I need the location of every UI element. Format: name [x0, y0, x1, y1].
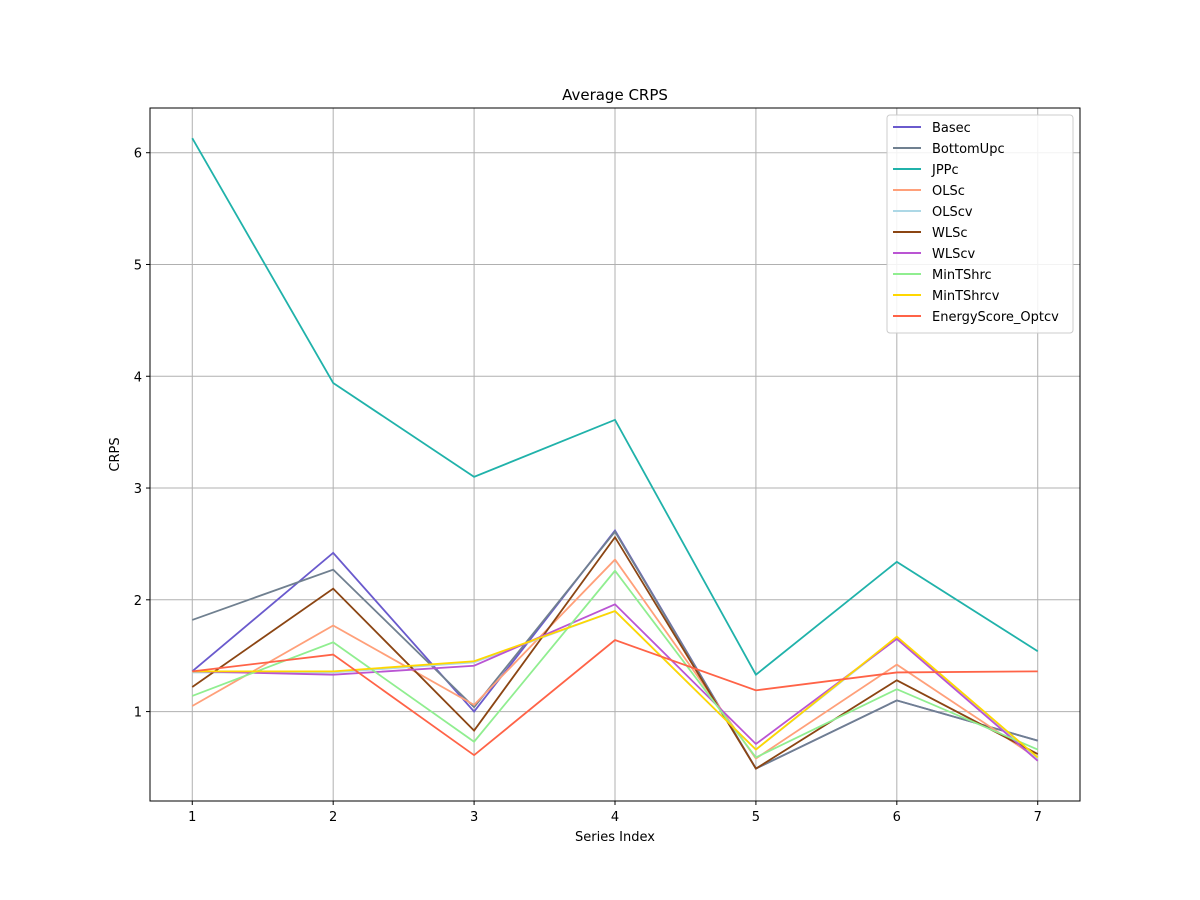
- x-tick-label: 2: [329, 810, 337, 825]
- series-line-wlsc: [191, 535, 1039, 770]
- x-tick-label: 5: [752, 810, 760, 825]
- y-tick-label: 3: [134, 482, 142, 497]
- x-tick-label: 1: [188, 810, 196, 825]
- series-line-bottomupc: [191, 530, 1038, 770]
- y-tick-label: 1: [134, 706, 142, 721]
- chart-title: Average CRPS: [562, 86, 668, 104]
- series-line-mintshrcv: [192, 609, 1039, 759]
- y-tick-label: 4: [134, 370, 142, 385]
- x-tick-label: 4: [611, 810, 619, 825]
- legend-label-olsc: OLSc: [932, 184, 965, 199]
- legend-label-olscv: OLScv: [932, 205, 973, 220]
- legend-label-bottomupc: BottomUpc: [932, 142, 1005, 157]
- legend-label-jppc: JPPc: [931, 163, 959, 178]
- series-line-wlscv: [192, 603, 1039, 762]
- axis-ticks: 1 2 3 4 5 6 7 1 2 3 4 5 6: [134, 147, 1042, 825]
- legend: Basec BottomUpc JPPc OLSc OLScv WLSc WLScv MinT…: [886, 114, 1074, 334]
- legend-label-basec: Basec: [932, 121, 971, 136]
- series-lines: [191, 137, 1039, 770]
- legend-label-wlscv: WLScv: [932, 247, 975, 262]
- series-line-mintshrc: [191, 569, 1039, 759]
- y-tick-label: 2: [134, 594, 142, 609]
- x-tick-label: 7: [1034, 810, 1042, 825]
- legend-label-energyscore-optcv: EnergyScore_Optcv: [932, 310, 1059, 325]
- grid: [150, 108, 1080, 801]
- legend-label-mintshrcv: MinTShrcv: [932, 289, 1000, 304]
- y-tick-label: 6: [134, 147, 142, 162]
- x-tick-label: 3: [470, 810, 478, 825]
- series-line-olsc: [191, 558, 1039, 760]
- legend-label-wlsc: WLSc: [932, 226, 968, 241]
- y-axis-label: CRPS: [108, 437, 123, 471]
- legend-box: [886, 114, 1074, 334]
- series-line-jppc: [191, 137, 1039, 677]
- legend-label-mintshrc: MinTShrc: [932, 268, 992, 283]
- series-line-energyscore-optcv: [192, 639, 1038, 757]
- x-axis-label: Series Index: [575, 830, 655, 845]
- x-tick-label: 6: [893, 810, 901, 825]
- y-tick-label: 5: [134, 258, 142, 273]
